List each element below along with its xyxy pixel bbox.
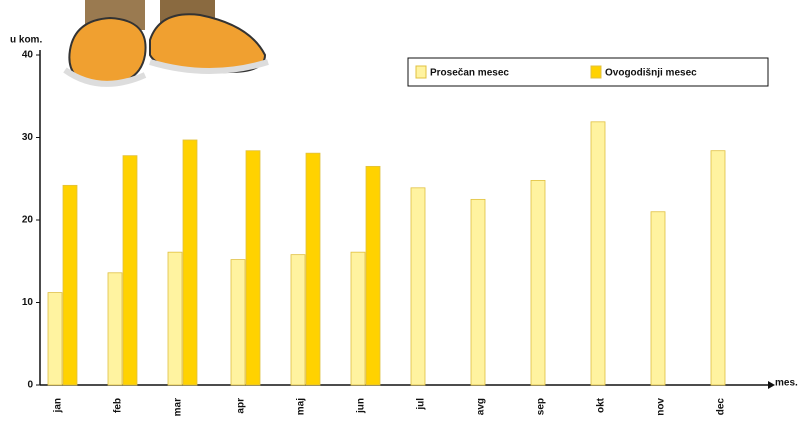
x-tick-label: dec <box>716 398 727 416</box>
legend-label: Ovogodišnji mesec <box>605 68 697 79</box>
bar <box>410 187 426 386</box>
x-tick-label: feb <box>113 398 124 413</box>
x-tick-label: apr <box>236 398 247 414</box>
bar <box>182 139 198 386</box>
bar <box>107 272 123 386</box>
x-tick-label: okt <box>596 397 607 413</box>
bar <box>230 259 246 386</box>
bar <box>530 179 546 386</box>
x-tick-label: jun <box>356 398 367 414</box>
y-axis-label: u kom. <box>10 35 42 46</box>
y-tick-label: 20 <box>22 215 34 226</box>
bar <box>245 150 261 386</box>
x-tick-label: jan <box>53 398 64 413</box>
y-tick-label: 0 <box>27 380 33 391</box>
y-tick-label: 10 <box>22 297 34 308</box>
bar <box>305 152 321 386</box>
bar <box>590 121 606 386</box>
y-tick-label: 30 <box>22 132 34 143</box>
bar <box>710 150 726 386</box>
legend-swatch <box>590 65 602 79</box>
bar <box>350 251 366 386</box>
x-axis-arrow <box>768 381 775 389</box>
bar <box>470 198 486 386</box>
legend-box <box>407 57 769 87</box>
x-tick-label: jul <box>416 398 427 411</box>
x-tick-label: mar <box>173 398 184 416</box>
bar <box>290 254 306 386</box>
legend-swatch <box>415 65 427 79</box>
x-tick-label: sep <box>536 398 547 415</box>
bar <box>62 184 78 386</box>
x-tick-label: nov <box>656 398 667 416</box>
bar <box>47 292 63 386</box>
legend-label: Prosečan mesec <box>430 68 509 79</box>
x-tick-label: maj <box>296 398 307 415</box>
shoes-illustration <box>63 0 269 87</box>
bar <box>365 165 381 386</box>
bar <box>167 251 183 386</box>
x-tick-label: avg <box>476 398 487 415</box>
y-tick-label: 40 <box>22 50 34 61</box>
x-axis-label: mes. <box>775 378 798 389</box>
bar <box>650 211 666 386</box>
bar <box>122 155 138 386</box>
